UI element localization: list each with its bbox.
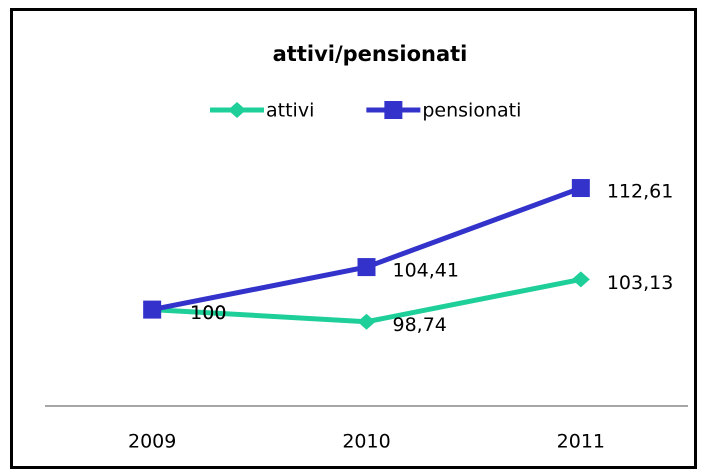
marker (357, 313, 376, 330)
x-tick-label: 2009 (128, 431, 176, 453)
chart-frame (10, 8, 697, 469)
legend-marker (384, 101, 403, 119)
legend-marker (228, 102, 246, 118)
marker (143, 300, 162, 319)
data-label: 104,41 (393, 260, 459, 282)
legend-label: attivi (266, 100, 314, 122)
chart-title: attivi/pensionati (273, 42, 468, 66)
data-label: 100 (190, 302, 226, 324)
marker (357, 258, 376, 277)
x-tick-label: 2010 (342, 431, 390, 453)
data-label: 112,61 (607, 181, 673, 203)
data-label: 103,13 (607, 272, 673, 294)
data-label: 100 (190, 302, 226, 324)
marker (571, 179, 590, 198)
legend-label: pensionati (422, 100, 521, 122)
x-tick-label: 2011 (557, 431, 605, 453)
data-label: 98,74 (393, 314, 447, 336)
marker (571, 271, 590, 288)
